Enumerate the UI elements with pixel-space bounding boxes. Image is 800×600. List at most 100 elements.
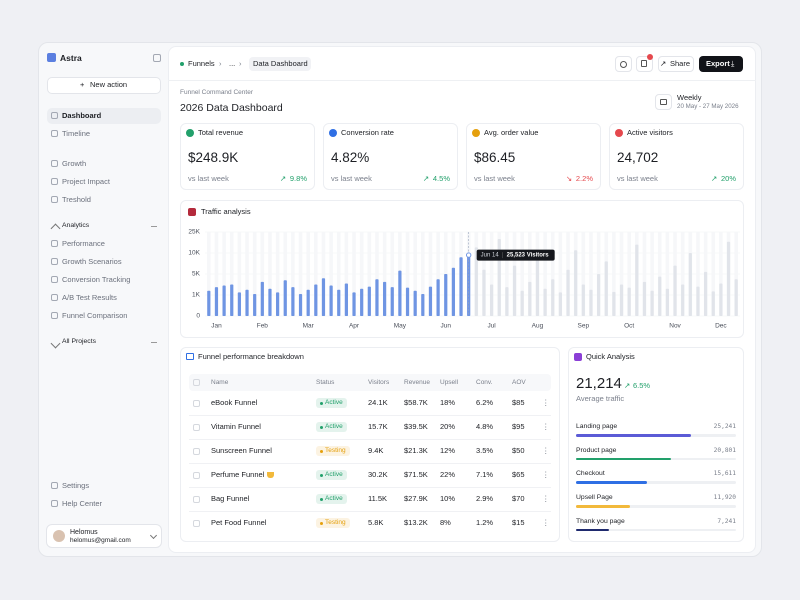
kpi-label: Conversion rate <box>341 128 394 137</box>
status-pill: Testing <box>316 518 350 528</box>
row-divider <box>189 439 551 440</box>
bar-track <box>298 232 303 316</box>
bar-track <box>252 232 257 316</box>
table-cell: 7.1% <box>476 470 494 479</box>
bar-track <box>405 232 410 316</box>
nav-item[interactable]: Help Center <box>62 499 103 508</box>
nav-item[interactable]: Funnel Comparison <box>62 311 128 320</box>
bar-track <box>642 232 647 316</box>
table-header-bg <box>189 374 551 391</box>
nav-icon <box>51 160 58 167</box>
export-button[interactable] <box>699 56 743 72</box>
table-cell: Perfume Funnel <box>211 470 265 479</box>
traffic-icon <box>188 208 196 216</box>
settings-button[interactable] <box>615 56 632 72</box>
trophy-icon <box>267 472 274 478</box>
table-cell: $15 <box>512 518 525 527</box>
bar <box>576 434 692 437</box>
quick-analysis-value: 21,214 <box>576 375 622 392</box>
bar <box>276 292 280 316</box>
bar-track <box>489 232 494 316</box>
nav-item[interactable]: Conversion Tracking <box>62 275 131 284</box>
nav-item[interactable]: Timeline <box>62 129 91 138</box>
nav-item[interactable]: Growth <box>62 159 87 168</box>
row-menu[interactable]: ⋮ <box>542 398 550 407</box>
bar <box>597 274 601 316</box>
table-cell: 6.2% <box>476 398 494 407</box>
x-tick-label: Apr <box>349 323 360 330</box>
bar-track <box>421 232 425 316</box>
notification-button[interactable] <box>636 56 653 72</box>
gear-icon <box>620 61 627 68</box>
calendar-button[interactable] <box>655 94 672 110</box>
funnel-step-value: 25,241 <box>713 423 736 430</box>
row-menu[interactable]: ⋮ <box>542 494 550 503</box>
bar <box>459 257 463 316</box>
nav-item[interactable]: Growth Scenarios <box>62 257 122 266</box>
bar <box>444 274 448 316</box>
kpi-change: 9.8% <box>289 174 307 183</box>
funnel-title: Funnel performance breakdown <box>198 352 304 361</box>
bar <box>428 286 433 316</box>
bar-track <box>528 232 532 316</box>
new-action-button[interactable] <box>47 77 161 94</box>
bar-track <box>711 232 716 316</box>
bar-track <box>222 232 226 316</box>
row-menu[interactable]: ⋮ <box>542 422 550 431</box>
breadcrumb-item[interactable]: ... <box>229 59 236 68</box>
new-action-label: New action <box>90 80 128 89</box>
checkbox[interactable] <box>193 379 200 386</box>
bar <box>367 286 371 316</box>
x-tick-label: May <box>394 323 407 330</box>
bar <box>321 278 326 316</box>
checkbox[interactable] <box>193 448 200 455</box>
bar-track <box>665 232 670 316</box>
user-card[interactable] <box>46 524 162 548</box>
breadcrumb-current-bg <box>249 57 311 71</box>
nav-item[interactable]: A/B Test Results <box>62 293 117 302</box>
bar <box>520 290 524 316</box>
share-button[interactable] <box>658 56 694 72</box>
bar-track <box>576 505 736 508</box>
row-menu[interactable]: ⋮ <box>542 446 550 455</box>
funnel-step-label: Product page <box>576 446 617 454</box>
table-cell: 5.8K <box>368 518 384 527</box>
nav-item[interactable]: Performance <box>62 239 105 248</box>
row-menu[interactable]: ⋮ <box>542 518 550 527</box>
nav-item[interactable]: Project Impact <box>62 177 110 186</box>
bar-track <box>291 232 295 316</box>
row-menu[interactable]: ⋮ <box>542 470 550 479</box>
bar-track <box>314 232 318 316</box>
nav-item[interactable]: Treshold <box>62 195 91 204</box>
bar <box>528 281 532 316</box>
kpi-compare: vs last week <box>474 174 515 183</box>
checkbox[interactable] <box>193 520 200 527</box>
x-tick-label: Dec <box>715 323 727 330</box>
section-title[interactable]: All Projects <box>62 338 96 345</box>
bar <box>734 279 738 316</box>
y-tick-label: 10K <box>188 250 200 257</box>
nav-icon <box>51 196 58 203</box>
period[interactable]: Weekly <box>677 93 702 102</box>
kpi-icon <box>329 129 337 137</box>
bar <box>306 289 310 316</box>
checkbox[interactable] <box>193 496 200 503</box>
bar-track <box>576 481 736 484</box>
checkbox[interactable] <box>193 424 200 431</box>
hover-dot <box>465 252 472 258</box>
bar <box>719 283 723 316</box>
checkbox[interactable] <box>193 472 200 479</box>
plus-icon: + <box>80 80 85 89</box>
bar <box>405 287 410 316</box>
nav-item[interactable]: Dashboard <box>62 111 102 120</box>
section-title[interactable]: Analytics <box>62 222 90 229</box>
collapse-button[interactable] <box>153 54 161 62</box>
row-divider <box>189 463 551 464</box>
breadcrumb-item[interactable]: Funnels <box>188 59 215 68</box>
nav-item[interactable]: Settings <box>62 481 90 490</box>
kpi-icon <box>472 129 480 137</box>
bar-track <box>428 232 433 316</box>
checkbox[interactable] <box>193 400 200 407</box>
status-pill: Active <box>316 470 347 480</box>
bar-track <box>207 232 211 316</box>
